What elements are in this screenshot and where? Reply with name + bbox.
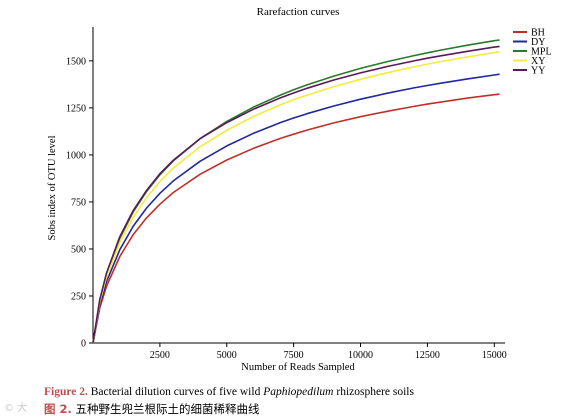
series-line-xy bbox=[92, 51, 500, 344]
figure-caption-zh: 图 2. 五种野生兜兰根际土的细菌稀释曲线 bbox=[44, 401, 260, 417]
caption-text-en-italic: Paphiopedilum bbox=[263, 386, 334, 398]
x-tick-label: 10000 bbox=[348, 350, 373, 361]
y-tick-label: 250 bbox=[71, 291, 86, 302]
legend-label-bh: BH bbox=[531, 28, 545, 39]
y-axis-label: Sobs index of OTU level bbox=[47, 135, 58, 240]
x-axis-label: Number of Reads Sampled bbox=[241, 362, 355, 373]
figure-label-zh: 图 2. bbox=[44, 402, 72, 416]
rarefaction-chart: Rarefaction curves 0 250 500 750 1000 1250 150… bbox=[47, 6, 552, 373]
x-tick-label: 15000 bbox=[482, 350, 507, 361]
legend-label-dy: DY bbox=[531, 37, 545, 48]
series-lines bbox=[92, 39, 500, 344]
x-tick-label: 7500 bbox=[284, 350, 304, 361]
figure-caption-en: Figure 2. Bacterial dilution curves of f… bbox=[44, 386, 414, 398]
y-tick-label: 1500 bbox=[66, 56, 86, 67]
x-tick-label: 5000 bbox=[217, 350, 237, 361]
x-tick-label: 12500 bbox=[415, 350, 440, 361]
y-tick-label: 1000 bbox=[66, 150, 86, 161]
axes: 0 250 500 750 1000 1250 1500 2500 5000 7500 10000 1… bbox=[66, 27, 507, 361]
series-line-mpl bbox=[92, 39, 500, 344]
legend-label-mpl: MPL bbox=[531, 47, 552, 58]
x-tick-label: 2500 bbox=[150, 350, 170, 361]
caption-text-en-post: rhizosphere soils bbox=[333, 386, 414, 398]
y-tick-label: 1250 bbox=[66, 103, 86, 114]
y-tick-label: 500 bbox=[71, 244, 86, 255]
legend-label-yy: YY bbox=[531, 66, 545, 77]
figure-label-en: Figure 2. bbox=[44, 386, 88, 398]
watermark-logo: © 大 bbox=[4, 403, 28, 414]
y-tick-label: 0 bbox=[81, 339, 86, 350]
legend-label-xy: XY bbox=[531, 56, 545, 67]
series-line-bh bbox=[92, 93, 500, 344]
series-line-dy bbox=[92, 73, 500, 344]
caption-text-en-pre: Bacterial dilution curves of five wild bbox=[87, 386, 264, 398]
y-tick-label: 750 bbox=[71, 197, 86, 208]
chart-title: Rarefaction curves bbox=[257, 6, 340, 18]
series-line-yy bbox=[92, 45, 500, 344]
caption-text-zh: 五种野生兜兰根际土的细菌稀释曲线 bbox=[71, 402, 260, 416]
